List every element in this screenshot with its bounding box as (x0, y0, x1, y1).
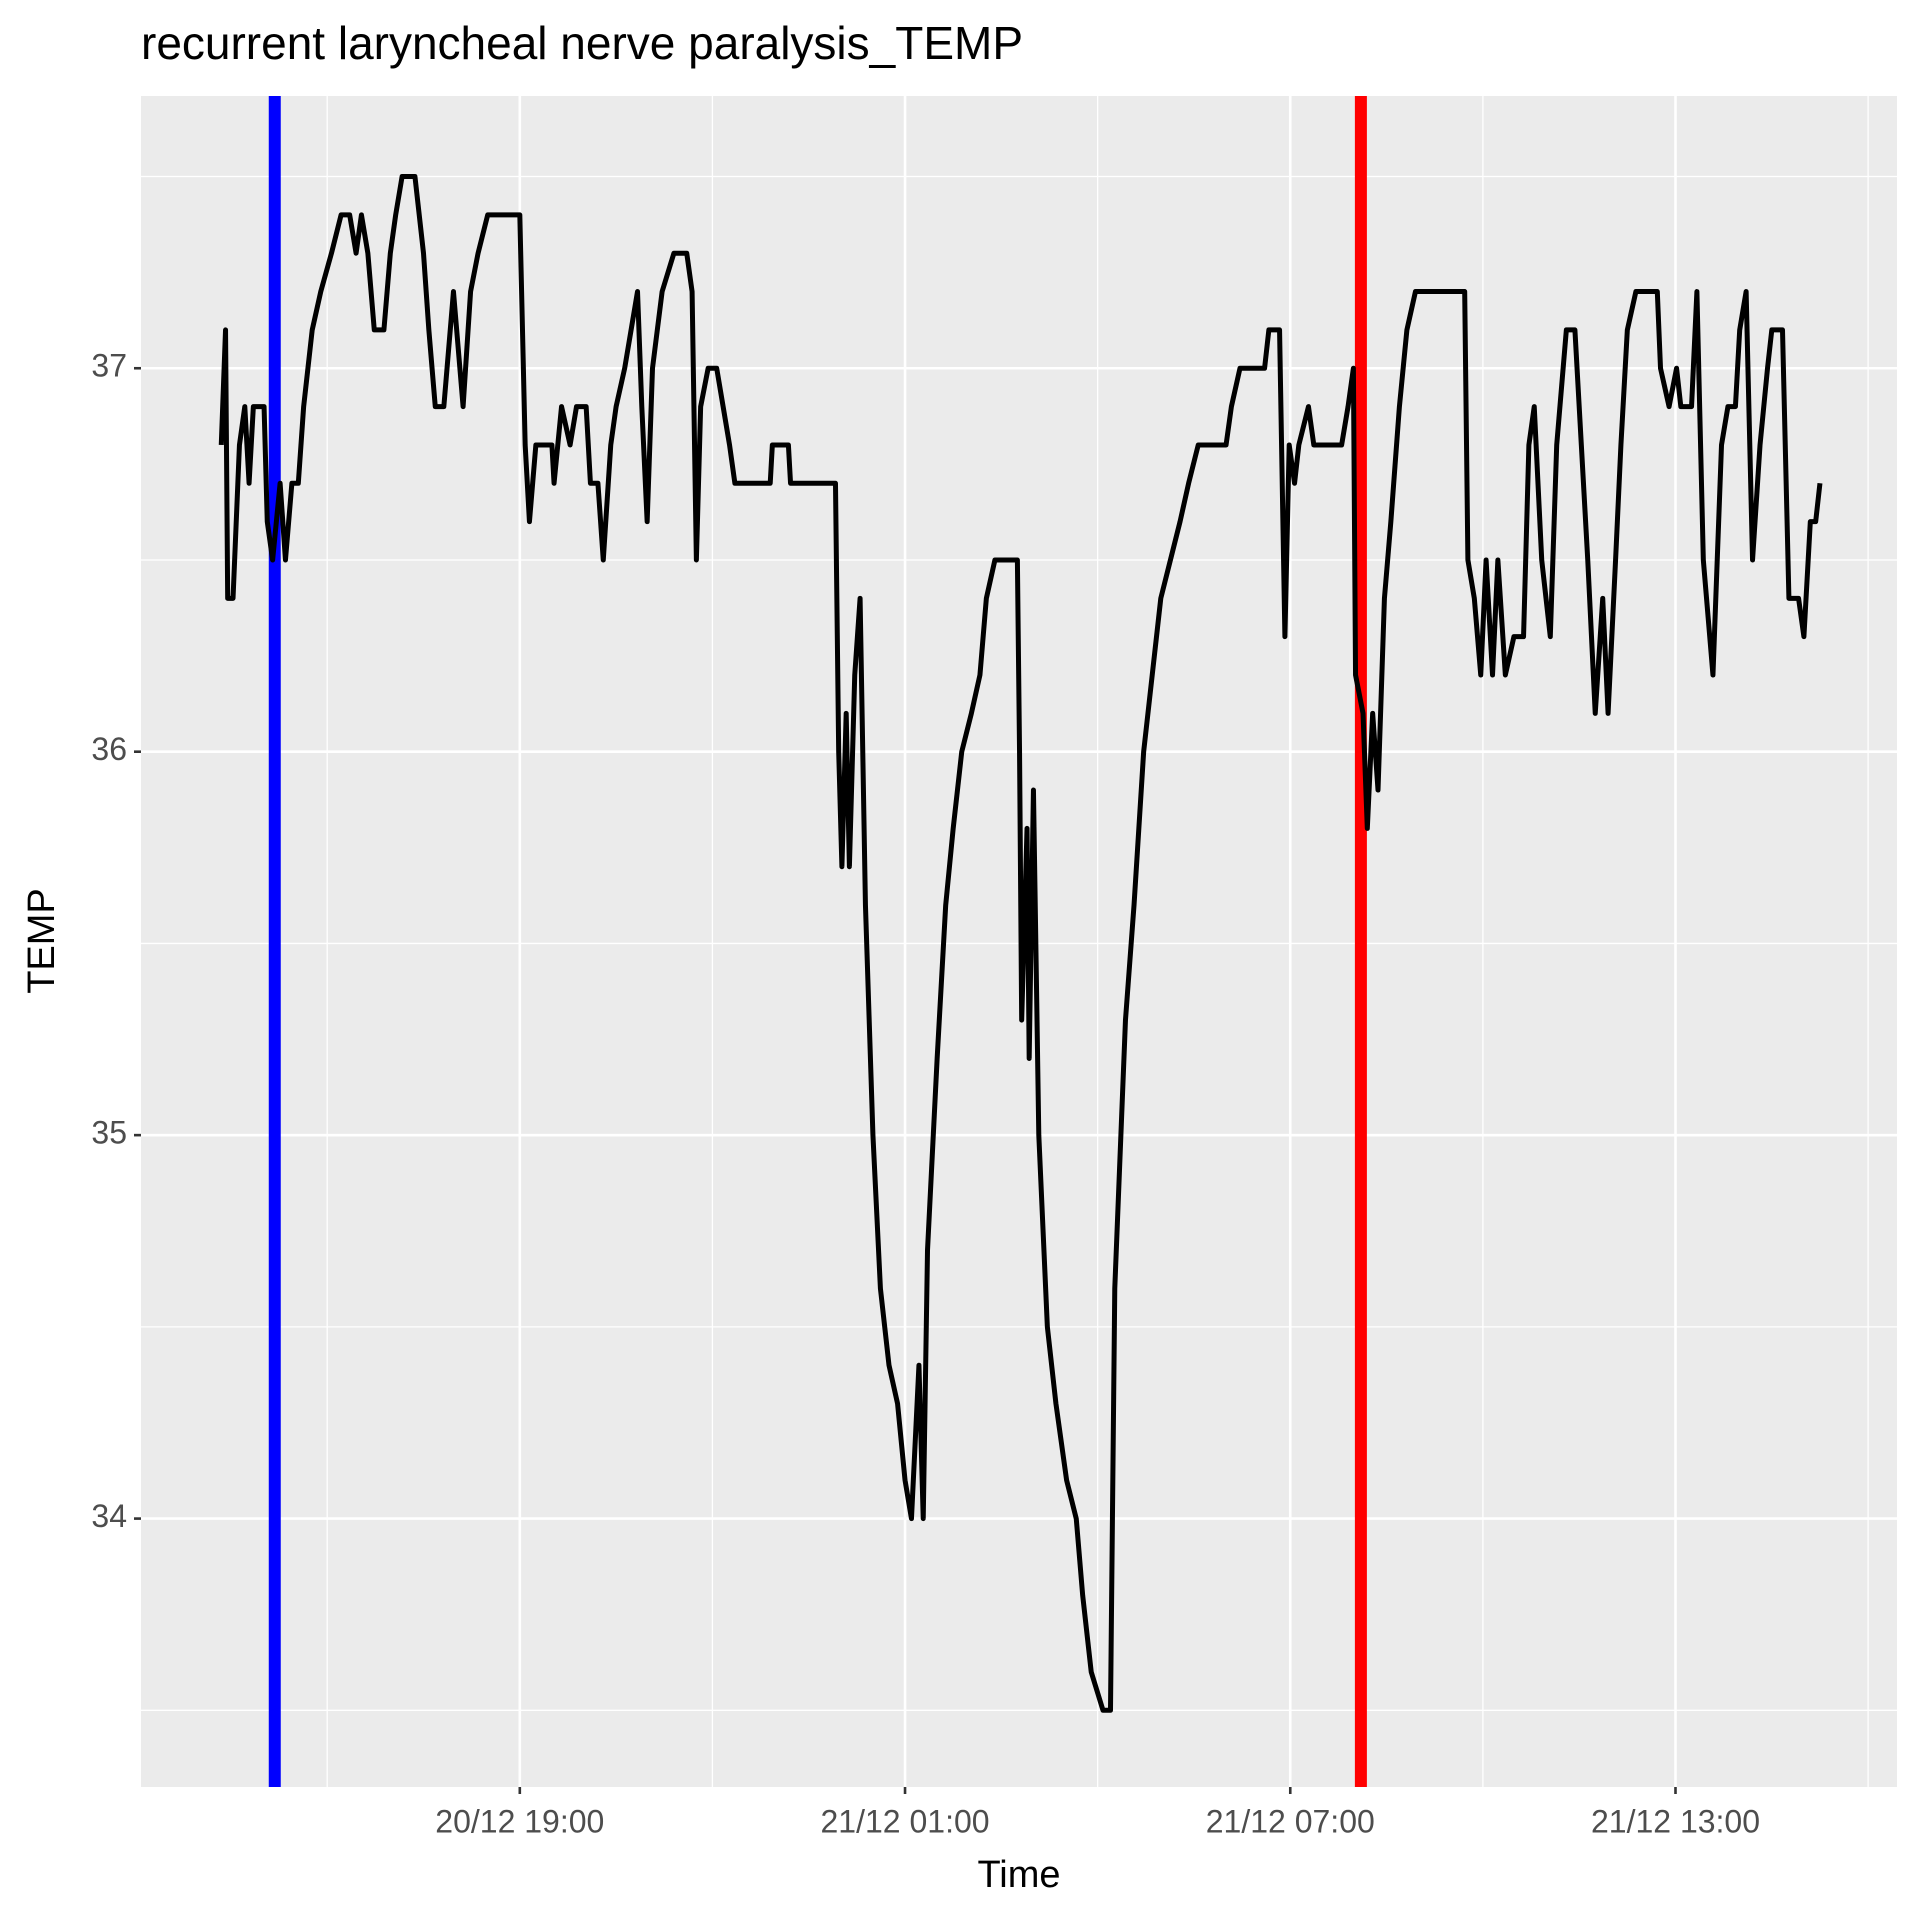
x-tick-label: 21/12 01:00 (821, 1803, 990, 1839)
x-axis-title: Time (977, 1854, 1060, 1896)
y-tick-label: 36 (91, 731, 127, 767)
y-tick-label: 34 (91, 1498, 127, 1534)
data-line (218, 174, 1823, 1713)
x-tick-label: 21/12 13:00 (1591, 1803, 1760, 1839)
y-tick-label: 37 (91, 348, 127, 384)
x-tick-label: 21/12 07:00 (1206, 1803, 1375, 1839)
y-axis-title: TEMP (21, 888, 63, 994)
y-tick-label: 35 (91, 1115, 127, 1151)
x-tick-label: 20/12 19:00 (435, 1803, 604, 1839)
chart-title: recurrent laryncheal nerve paralysis_TEM… (141, 17, 1023, 69)
